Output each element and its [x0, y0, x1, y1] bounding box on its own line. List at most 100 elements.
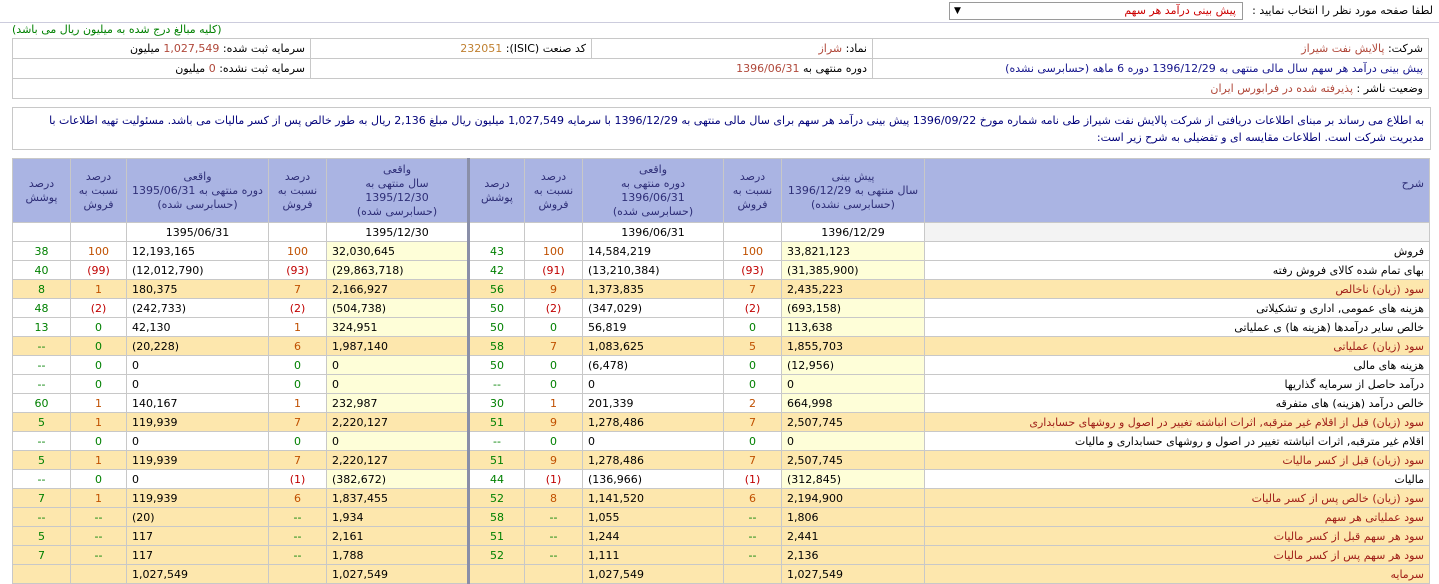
percent-cell: -- — [70, 545, 127, 565]
header-percent-sales-1: درصد نسبت به فروش — [723, 158, 782, 223]
percent-cell: 1 — [70, 393, 127, 413]
value-cell: 2,441 — [781, 526, 925, 546]
table-row: سود عملیاتی هر سهم 1,806 -- 1,055 -- 58 1,934-… — [12, 507, 1430, 527]
header-forecast-1396-12-29: پیش بینی سال منتهی به 1396/12/29 (حسابرسی … — [781, 158, 925, 223]
value-cell: (31,385,900) — [781, 260, 925, 280]
percent-cell: 9 — [524, 412, 583, 432]
percent-cell: -- — [524, 526, 583, 546]
header-actual-1396-06-31: واقعی دوره منتهی به 1396/06/31 (حسابرسی شد… — [582, 158, 724, 223]
value-cell: 1,788 — [326, 545, 469, 565]
isic-cell: کد صنعت (ISIC): 232051 — [310, 38, 592, 59]
value-cell: 0 — [126, 374, 269, 394]
symbol-label: نماد: — [845, 42, 867, 55]
coverage-cell: -- — [12, 374, 71, 394]
coverage-cell: 42 — [467, 260, 525, 280]
company-info-table: شرکت: پالایش نفت شیراز نماد: شراز کد صنع… — [12, 38, 1429, 99]
coverage-cell: 48 — [12, 298, 71, 318]
value-cell: 1,987,140 — [326, 336, 469, 356]
percent-cell — [268, 564, 327, 584]
header-percent-sales-2: درصد نسبت به فروش — [524, 158, 583, 223]
table-row: سود (زیان) خالص پس از کسر مالیات 2,194,90… — [12, 488, 1430, 508]
percent-cell: (1) — [524, 469, 583, 489]
table-row: اقلام غیر مترقبه, اثرات انباشته تغییر در… — [12, 431, 1430, 451]
percent-cell: 0 — [524, 355, 583, 375]
period-value: 1396/06/31 — [736, 62, 800, 75]
row-label: هزینه های مالی — [924, 355, 1430, 375]
coverage-cell — [467, 564, 525, 584]
value-cell: (29,863,718) — [326, 260, 469, 280]
date-row-label — [924, 222, 1430, 242]
value-cell: 2,435,223 — [781, 279, 925, 299]
value-cell: (504,738) — [326, 298, 469, 318]
value-cell: 117 — [126, 545, 269, 565]
coverage-cell: 5 — [12, 450, 71, 470]
status-value: پذیرفته شده در فرابورس ایران — [1210, 82, 1354, 95]
value-cell: 12,193,165 — [126, 241, 269, 261]
value-cell: 0 — [126, 469, 269, 489]
table-row: سود (زیان) قبل از اقلام غیر مترقبه, اثرا… — [12, 412, 1430, 432]
company-cell: شرکت: پالایش نفت شیراز — [872, 38, 1429, 59]
value-cell: 1,027,549 — [582, 564, 724, 584]
percent-cell: 100 — [524, 241, 583, 261]
table-row: خالص سایر درآمدها (هزینه ها) ی عملیاتی 11… — [12, 317, 1430, 337]
percent-cell: -- — [70, 526, 127, 546]
value-cell: (136,966) — [582, 469, 724, 489]
value-cell: 0 — [126, 355, 269, 375]
date-row: 1396/12/29 1396/06/31 1395/12/30 1395/06/31 — [12, 222, 1430, 242]
row-label: خالص درآمد (هزینه) های متفرقه — [924, 393, 1430, 413]
coverage-cell: 52 — [467, 545, 525, 565]
percent-cell: 7 — [268, 279, 327, 299]
row-label: سود (زیان) خالص پس از کسر مالیات — [924, 488, 1430, 508]
percent-cell: -- — [268, 545, 327, 565]
value-cell: 113,638 — [781, 317, 925, 337]
value-cell: 0 — [326, 374, 469, 394]
row-label: فروش — [924, 241, 1430, 261]
value-cell: 119,939 — [126, 450, 269, 470]
percent-cell: 0 — [524, 374, 583, 394]
coverage-cell: 40 — [12, 260, 71, 280]
row-label: هزینه های عمومی, اداری و تشکیلاتی — [924, 298, 1430, 318]
table-row: سود (زیان) عملیاتی 1,855,703 5 1,083,625 7 58… — [12, 336, 1430, 356]
header-coverage-2: درصد پوشش — [12, 158, 71, 223]
page-select[interactable]: پیش بینی درآمد هر سهم ▼ — [949, 2, 1243, 20]
header-percent-sales-3: درصد نسبت به فروش — [268, 158, 327, 223]
coverage-cell: -- — [12, 431, 71, 451]
value-cell: 0 — [582, 374, 724, 394]
value-cell: 1,027,549 — [126, 564, 269, 584]
row-label: سود هر سهم پس از کسر مالیات — [924, 545, 1430, 565]
value-cell: 1,837,455 — [326, 488, 469, 508]
coverage-cell: 5 — [12, 412, 71, 432]
percent-cell: 6 — [268, 336, 327, 356]
row-label: سود (زیان) عملیاتی — [924, 336, 1430, 356]
date-cell: 1396/12/29 — [781, 222, 925, 242]
date-empty-cell — [524, 222, 583, 242]
reg-cap-label: سرمایه ثبت شده: — [222, 42, 305, 55]
value-cell: 140,167 — [126, 393, 269, 413]
percent-cell: (99) — [70, 260, 127, 280]
value-cell: 117 — [126, 526, 269, 546]
value-cell: 2,220,127 — [326, 412, 469, 432]
status-cell: وضعیت ناشر : پذیرفته شده در فرابورس ایرا… — [12, 78, 1429, 99]
percent-cell: 0 — [524, 431, 583, 451]
percent-cell: -- — [268, 526, 327, 546]
percent-cell: (91) — [524, 260, 583, 280]
percent-cell: 0 — [70, 469, 127, 489]
percent-cell: 1 — [70, 450, 127, 470]
header-sharh: شرح — [924, 158, 1430, 223]
percent-cell: 0 — [70, 317, 127, 337]
value-cell: 201,339 — [582, 393, 724, 413]
coverage-cell: 58 — [467, 507, 525, 527]
percent-cell: 0 — [268, 374, 327, 394]
percent-cell: 7 — [268, 450, 327, 470]
table-row: سود (زیان) قبل از کسر مالیات 2,507,745 7 1,… — [12, 450, 1430, 470]
chevron-down-icon[interactable]: ▼ — [954, 6, 961, 16]
table-row: سود هر سهم قبل از کسر مالیات 2,441 -- 1,244… — [12, 526, 1430, 546]
row-label: سود (زیان) قبل از کسر مالیات — [924, 450, 1430, 470]
currency-note: (کلیه مبالغ درج شده به میلیون ریال می با… — [12, 23, 222, 36]
value-cell: 232,987 — [326, 393, 469, 413]
value-cell: 14,584,219 — [582, 241, 724, 261]
reg-cap-value: 1,027,549 — [163, 42, 220, 55]
coverage-cell: 51 — [467, 526, 525, 546]
percent-cell: 1 — [70, 412, 127, 432]
value-cell: 0 — [582, 431, 724, 451]
